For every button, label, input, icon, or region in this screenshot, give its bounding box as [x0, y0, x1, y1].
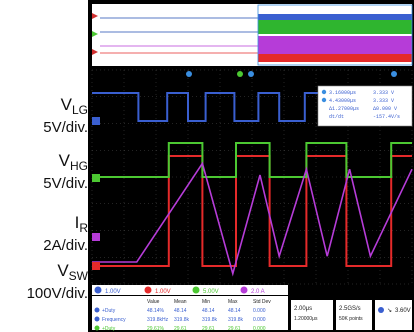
- meas-col-min: Min: [202, 299, 210, 305]
- cursor-a-icon: [321, 89, 327, 95]
- timebase-position: 1.20000μs: [294, 316, 318, 322]
- ch3-badge-icon: [192, 286, 200, 294]
- series-line-v-hg: [92, 142, 412, 178]
- cursor-marker-icon: [391, 71, 397, 77]
- overview-zoom-window: [257, 4, 413, 66]
- meas-row3-mean: 29.61: [174, 326, 187, 332]
- meas-row3-std: 0.000: [253, 326, 266, 332]
- cursor-marker-icon: [237, 71, 243, 77]
- overview-ch2-block: [258, 20, 412, 34]
- trigger-level: 3.60V: [395, 308, 411, 314]
- channel-header-bar: [92, 285, 288, 295]
- ch4-badge-icon: [240, 286, 248, 294]
- ch1-badge-icon: [94, 286, 102, 294]
- cursor-marker-icon: [186, 71, 192, 77]
- meas-row2-std: 0.000: [253, 317, 266, 323]
- cursor-b-value: 3.333 V: [373, 98, 394, 104]
- cursor-b-icon: [321, 97, 327, 103]
- oscilloscope-svg: 3.16000μs 3.333 V 4.43000μs 3.333 V Δ1.2…: [91, 4, 413, 332]
- meas-col-mean: Mean: [174, 299, 187, 305]
- label-vhg: VHG 5V/div.: [0, 151, 88, 193]
- cursor-readout-box: [317, 85, 413, 127]
- trigger-channel-icon: [378, 307, 384, 313]
- meas-row1-min: 48.14: [202, 308, 215, 314]
- meas-row2-label: Frequency: [102, 317, 126, 323]
- label-vlg: VLG 5V/div.: [0, 95, 88, 137]
- overview-waveforms: [100, 4, 413, 66]
- overview-ch1-block: [258, 14, 412, 20]
- trigger-slope-icon: ↘: [387, 308, 392, 314]
- label-vhg-scale: 5V/div.: [43, 175, 88, 192]
- meas-row3-max: 29.61: [228, 326, 241, 332]
- label-ir: IR 2A/div.: [0, 213, 88, 255]
- label-vsw: VSW 100V/div.: [0, 261, 88, 303]
- label-ir-scale: 2A/div.: [43, 237, 88, 254]
- label-vlg-scale: 5V/div.: [43, 119, 88, 136]
- meas-row1-std: 0.000: [253, 308, 266, 314]
- meas-row1-value: 48.14%: [147, 308, 165, 314]
- ch2-marker-icon: [92, 174, 100, 182]
- meas-col-max: Max: [228, 299, 238, 305]
- meas-row2-mean: 319.8k: [174, 317, 190, 323]
- meas-row1-label: +Duty: [102, 308, 116, 314]
- meas-row3-icon: [94, 325, 100, 331]
- meas-row2-value: 319.8kHz: [147, 317, 169, 323]
- meas-row2-min: 319.8k: [202, 317, 218, 323]
- timebase-per-div: 2.00μs: [294, 306, 312, 312]
- ch1-marker-icon: [92, 117, 100, 125]
- acquisition-points: 50K points: [339, 316, 363, 322]
- ch2-badge-icon: [144, 286, 152, 294]
- label-ir-name: IR: [74, 213, 88, 236]
- ch3-scale: 5.00V: [203, 289, 219, 295]
- cursor-a-time: 3.16000μs: [329, 90, 356, 96]
- acquisition-rate: 2.5GS/s: [339, 306, 361, 312]
- meas-col-value: Value: [147, 299, 160, 305]
- meas-row1-max: 48.14: [228, 308, 241, 314]
- cursor-a-value: 3.333 V: [373, 90, 394, 96]
- cursor-dvdt-value: -157.4V/s: [373, 114, 400, 120]
- trigger-box: [375, 300, 412, 330]
- ch3-marker-icon: [92, 233, 100, 241]
- timebase-box: [291, 300, 333, 330]
- cursor-delta-value: Δ0.000 V: [373, 106, 397, 112]
- oscilloscope-display: 3.16000μs 3.333 V 4.43000μs 3.333 V Δ1.2…: [88, 0, 414, 332]
- measurement-table: [92, 296, 288, 330]
- acquisition-box: [336, 300, 372, 330]
- label-vsw-scale: 100V/div.: [26, 285, 88, 302]
- cursor-marker-icon: [248, 71, 254, 77]
- meas-row2-icon: [94, 316, 100, 322]
- series-line-v-sw: [92, 155, 412, 267]
- ch4-marker-icon: [92, 262, 100, 270]
- label-vhg-name: VHG: [58, 151, 88, 174]
- ch4-scale: 2.0 A: [251, 289, 265, 295]
- label-vsw-name: VSW: [57, 261, 88, 284]
- meas-row2-max: 319.8k: [228, 317, 244, 323]
- cursor-b-time: 4.43000μs: [329, 98, 356, 104]
- cursor-dvdt-label: dt/dt: [329, 114, 344, 120]
- meas-row1-icon: [94, 307, 100, 313]
- meas-row1-mean: 48.14: [174, 308, 187, 314]
- meas-row3-min: 29.61: [202, 326, 215, 332]
- ch1-scale: 1.00V: [105, 289, 121, 295]
- label-vlg-name: VLG: [60, 95, 88, 118]
- overview-ch4-block: [258, 54, 412, 62]
- overview-ch3-block: [258, 36, 412, 54]
- overview-marker-3: [92, 49, 98, 55]
- meas-row3-value: 29.61%: [147, 326, 165, 332]
- overview-marker-1: [92, 13, 98, 19]
- ch2-scale: 1.00V: [155, 289, 171, 295]
- overview-marker-2: [92, 31, 98, 37]
- meas-row3-label: +Duty: [102, 326, 116, 332]
- meas-col-stddev: Std Dev: [253, 299, 271, 305]
- cursor-delta-time: Δ1.27000μs: [329, 106, 359, 112]
- series-line-i-r: [92, 161, 413, 277]
